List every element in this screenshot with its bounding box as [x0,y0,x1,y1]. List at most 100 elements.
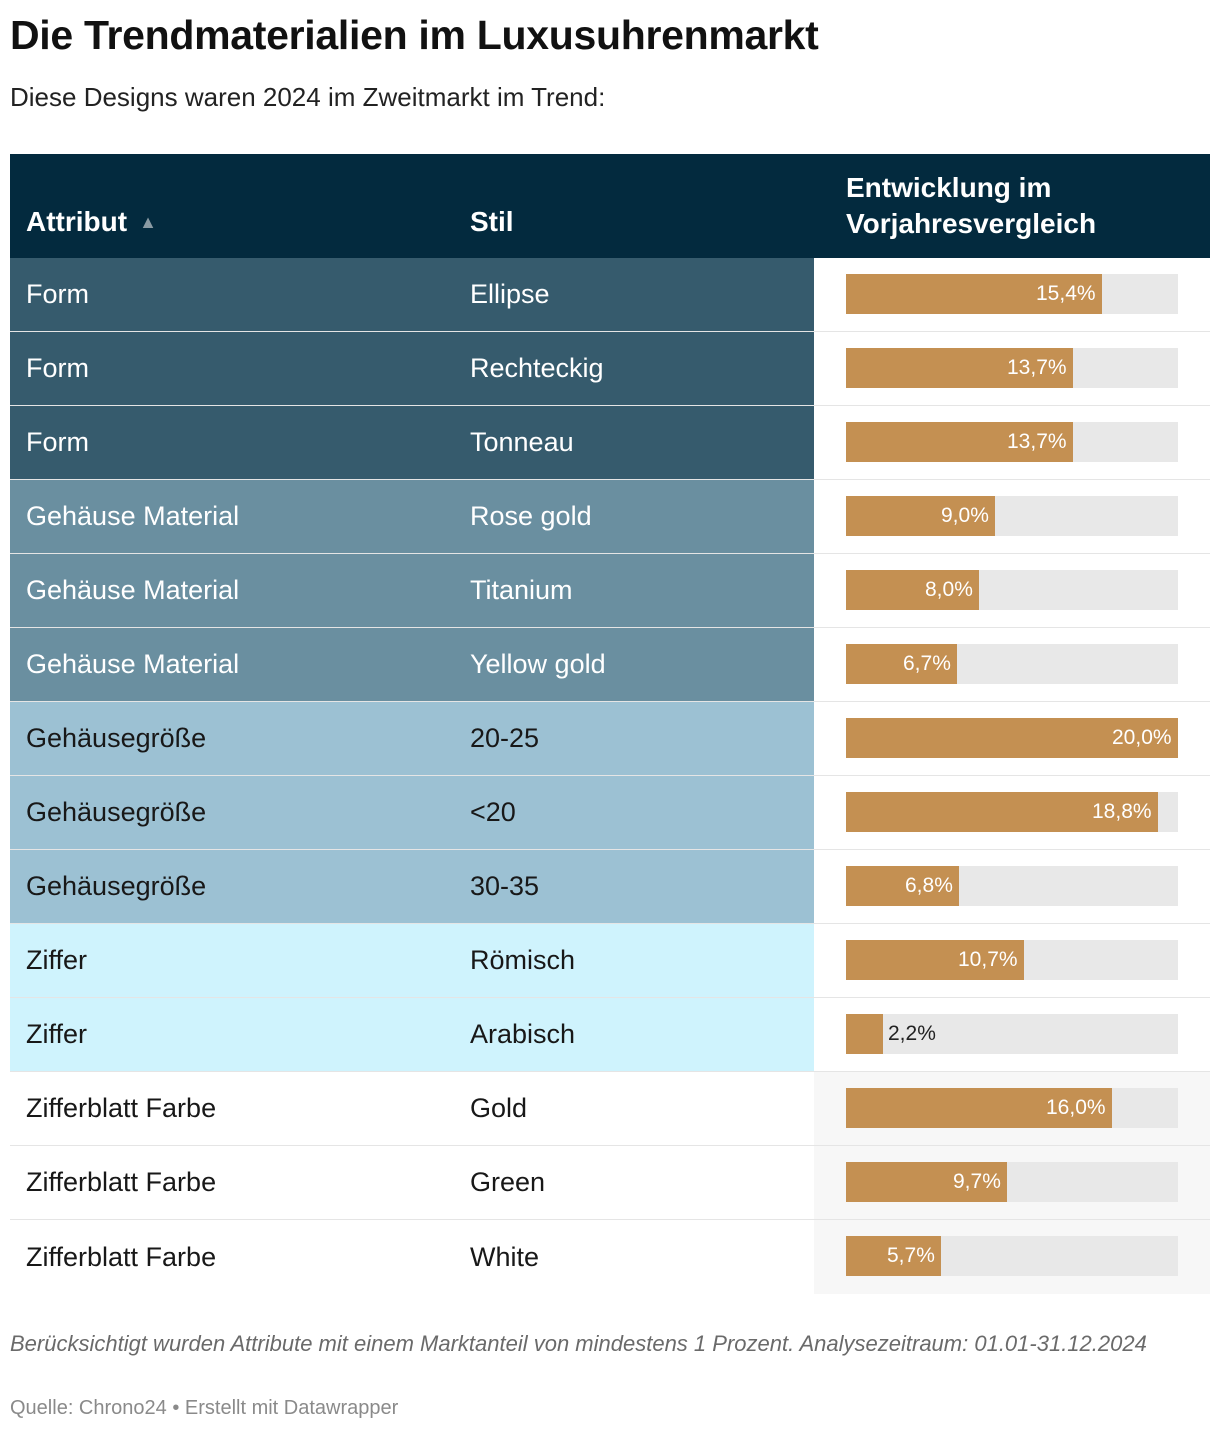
bar [846,1236,941,1276]
table-row: Gehäusegröße 30-35 6,8% [10,850,1210,924]
bar [846,1162,1007,1202]
cell-stil: Yellow gold [470,649,606,679]
bar [846,274,1102,314]
bar-track: 8,0% [846,570,1178,610]
bar-track: 13,7% [846,348,1178,388]
bar-value-label: 5,7% [887,1244,935,1267]
cell-stil: Tonneau [470,427,574,457]
bar-value-label: 2,2% [888,1022,936,1045]
bar-track: 9,7% [846,1162,1178,1202]
table-row: Gehäuse Material Rose gold 9,0% [10,480,1210,554]
bar-value-label: 13,7% [1007,430,1067,453]
row-group-cell: Ziffer Römisch [10,924,814,997]
bar-track: 2,2% [846,1014,1178,1054]
cell-entwicklung: 10,7% [814,924,1210,997]
cell-stil: White [470,1241,540,1272]
bar-track: 20,0% [846,718,1178,758]
bar-value-label: 18,8% [1092,800,1152,823]
cell-stil: Arabisch [470,1019,576,1049]
column-header-attribut[interactable]: Attribut ▲ [26,206,157,238]
row-group-cell: Zifferblatt Farbe Gold [10,1072,814,1145]
cell-entwicklung: 16,0% [814,1072,1210,1145]
cell-entwicklung: 9,7% [814,1146,1210,1219]
column-header-entwicklung[interactable]: Entwicklung im Vorjahresvergleich [846,172,1097,239]
table-row: Gehäusegröße <20 18,8% [10,776,1210,850]
row-group-cell: Form Tonneau [10,406,814,479]
bar-value-label: 9,7% [953,1170,1001,1193]
bar-track: 18,8% [846,792,1178,832]
cell-attribut: Gehäuse Material [26,649,240,679]
cell-attribut: Form [26,427,89,457]
row-group-cell: Gehäuse Material Yellow gold [10,628,814,701]
bar-track: 15,4% [846,274,1178,314]
bar [846,718,1178,758]
chart-subtitle: Diese Designs waren 2024 im Zweitmarkt i… [10,82,606,112]
cell-entwicklung: 8,0% [814,554,1210,627]
bar-value-label: 15,4% [1036,282,1096,305]
data-table: Attribut ▲ Stil Entwicklung im Vorjahres… [10,154,1210,1294]
cell-attribut: Form [26,279,89,309]
cell-stil: Rechteckig [470,353,604,383]
row-group-cell: Gehäusegröße 20-25 [10,702,814,775]
table-row: Form Ellipse 15,4% [10,258,1210,332]
bar [846,570,979,610]
row-group-cell: Zifferblatt Farbe White [10,1220,814,1294]
bar-value-label: 20,0% [1112,726,1172,749]
cell-attribut: Ziffer [26,1019,88,1049]
cell-attribut: Form [26,353,89,383]
chart-title: Die Trendmaterialien im Luxusuhrenmarkt [10,12,819,58]
cell-stil: 20-25 [470,723,540,753]
cell-attribut: Gehäusegröße [26,723,207,753]
bar-value-label: 16,0% [1046,1096,1106,1119]
cell-stil: 30-35 [470,871,540,901]
cell-attribut: Zifferblatt Farbe [26,1241,217,1272]
chart-note: Berücksichtigt wurden Attribute mit eine… [10,1331,1147,1356]
table-header: Attribut ▲ Stil Entwicklung im Vorjahres… [10,154,1210,258]
cell-entwicklung: 6,7% [814,628,1210,701]
cell-attribut: Gehäuse Material [26,501,240,531]
row-group-cell: Gehäusegröße 30-35 [10,850,814,923]
row-group-cell: Gehäuse Material Rose gold [10,480,814,553]
bar-value-label: 9,0% [941,504,989,527]
cell-stil: Römisch [470,945,576,975]
bar-track: 13,7% [846,422,1178,462]
cell-stil: Rose gold [470,501,592,531]
cell-entwicklung: 18,8% [814,776,1210,849]
cell-entwicklung: 9,0% [814,480,1210,553]
cell-entwicklung: 13,7% [814,406,1210,479]
table-row: Gehäuse Material Yellow gold 6,7% [10,628,1210,702]
sort-ascending-icon[interactable]: ▲ [139,212,157,232]
bar [846,644,957,684]
cell-attribut: Zifferblatt Farbe [26,1093,217,1123]
cell-entwicklung: 20,0% [814,702,1210,775]
bar [846,1014,883,1054]
bar-track: 6,7% [846,644,1178,684]
cell-entwicklung: 6,8% [814,850,1210,923]
cell-stil: Titanium [470,575,573,605]
cell-stil: Ellipse [470,279,550,309]
table-row: Ziffer Römisch 10,7% [10,924,1210,998]
table-row: Zifferblatt Farbe Gold 16,0% [10,1072,1210,1146]
column-header-stil[interactable]: Stil [470,206,514,237]
row-group-cell: Gehäusegröße <20 [10,776,814,849]
row-group-cell: Gehäuse Material Titanium [10,554,814,627]
bar [846,496,995,536]
cell-stil: Green [470,1167,546,1197]
row-group-cell: Form Ellipse [10,258,814,331]
bar [846,1088,1112,1128]
bar [846,940,1024,980]
bar-value-label: 10,7% [958,948,1018,971]
table-row: Zifferblatt Farbe Green 9,7% [10,1146,1210,1220]
table-row: Form Tonneau 13,7% [10,406,1210,480]
cell-entwicklung: 15,4% [814,258,1210,331]
cell-attribut: Zifferblatt Farbe [26,1167,217,1197]
bar-track: 6,8% [846,866,1178,906]
cell-attribut: Gehäusegröße [26,797,207,827]
bar-value-label: 6,8% [905,874,953,897]
row-group-cell: Form Rechteckig [10,332,814,405]
table-row: Gehäusegröße 20-25 20,0% [10,702,1210,776]
row-group-cell: Ziffer Arabisch [10,998,814,1071]
bar-track: 16,0% [846,1088,1178,1128]
cell-attribut: Ziffer [26,945,88,975]
bar-value-label: 6,7% [903,652,951,675]
